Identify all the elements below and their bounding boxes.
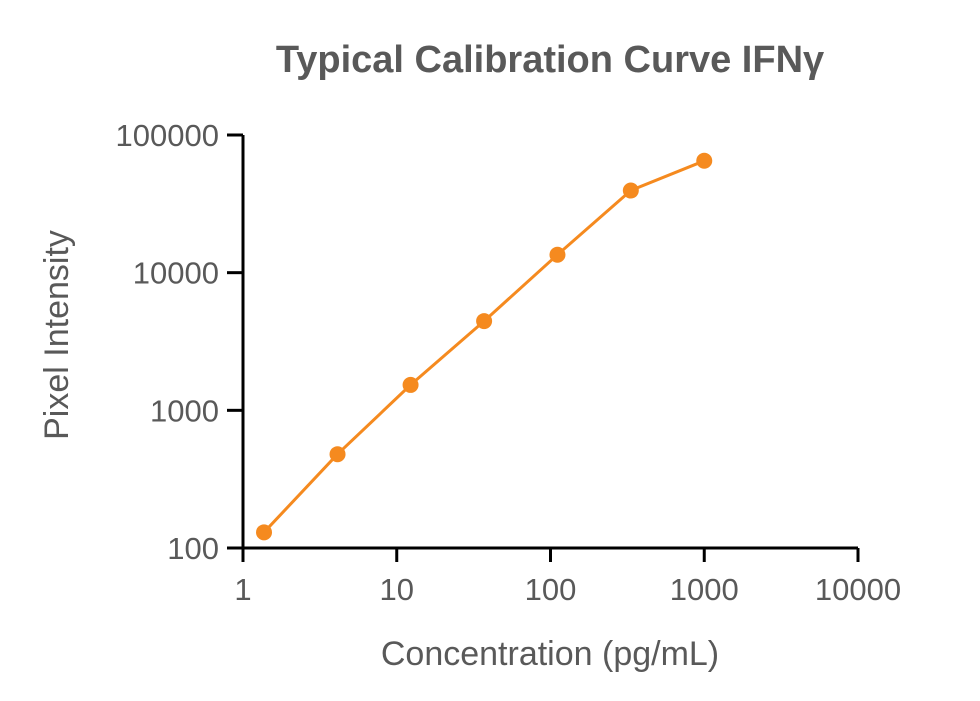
data-point [402, 376, 419, 393]
chart-title: Typical Calibration Curve IFNγ [276, 39, 824, 81]
ticks: 1 10 100 1000 10000 100 1000 10000 100000 [116, 118, 902, 607]
y-tick-label: 10000 [133, 256, 219, 291]
x-tick-label: 1000 [670, 572, 739, 607]
data-point [696, 152, 713, 169]
x-tick-label: 10 [380, 572, 414, 607]
y-axis-label: Pixel Intensity [38, 230, 76, 440]
y-tick-label: 100 [167, 531, 219, 566]
x-tick-label: 100 [525, 572, 577, 607]
y-tick-label: 100000 [116, 118, 219, 153]
y-tick-label: 1000 [150, 393, 219, 428]
x-axis-label: Concentration (pg/mL) [381, 635, 719, 673]
axes [241, 135, 858, 550]
data-point [256, 524, 273, 541]
series-layer [256, 152, 713, 541]
data-point [329, 446, 346, 463]
data-point [549, 246, 566, 263]
data-point [622, 182, 639, 199]
series-line [262, 159, 705, 534]
data-point [476, 313, 493, 330]
x-tick-label: 10000 [815, 572, 901, 607]
x-tick-label: 1 [234, 572, 251, 607]
